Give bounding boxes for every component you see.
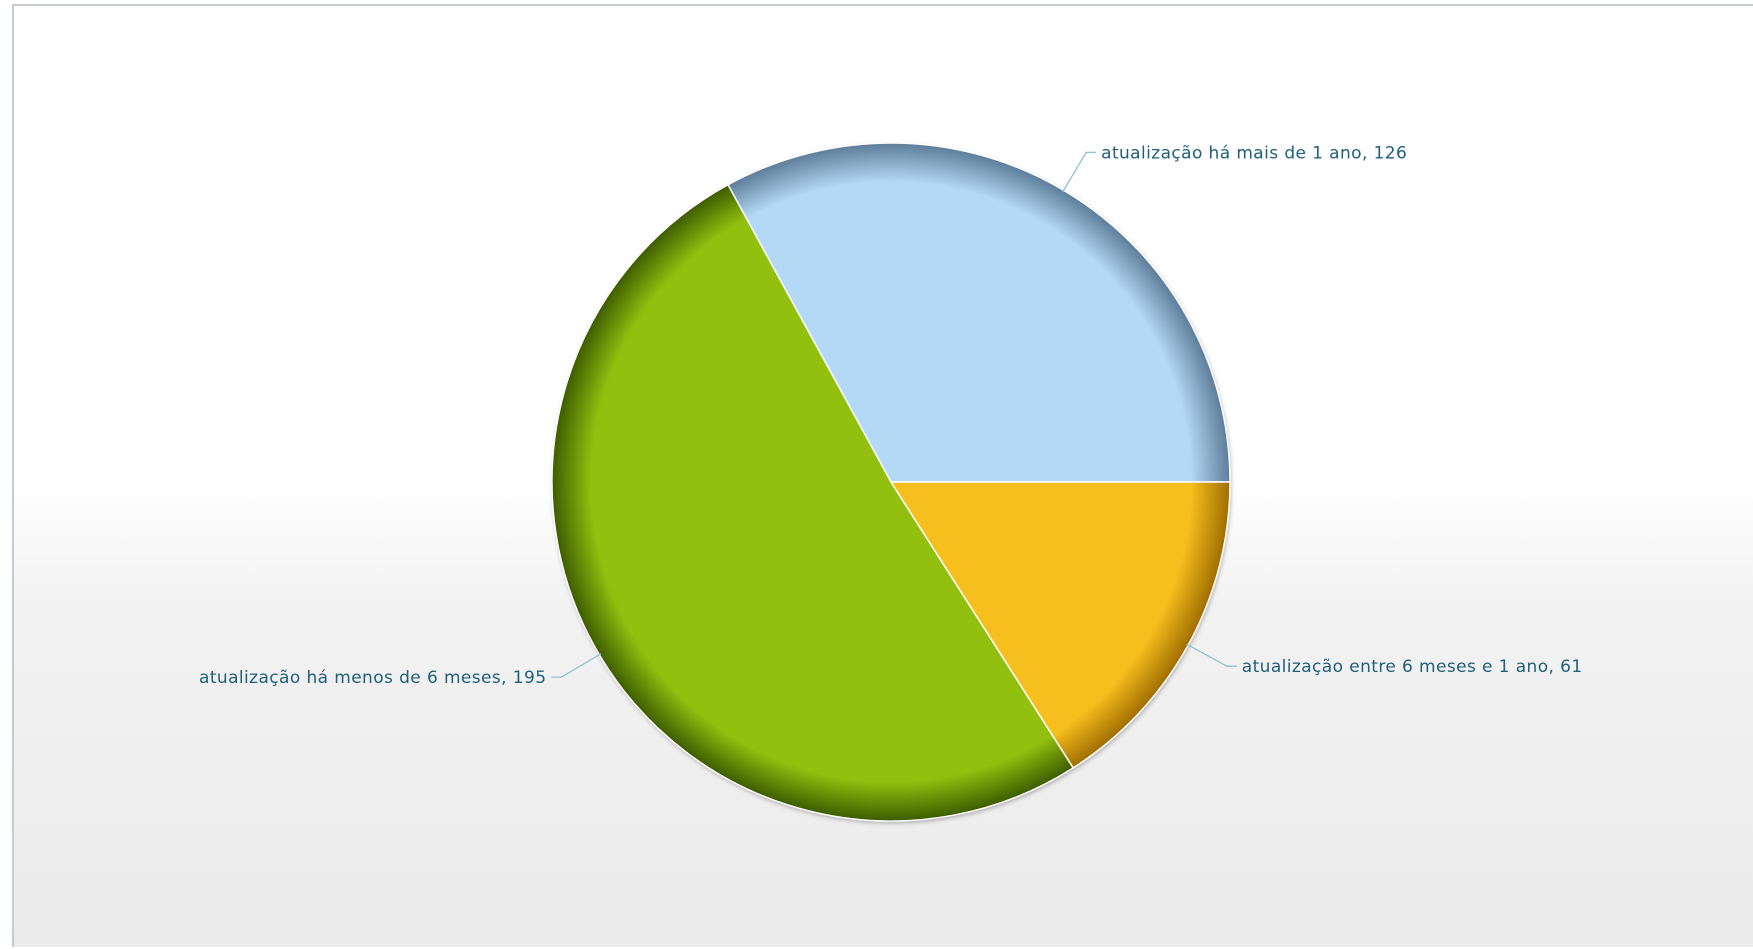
slice-label-atualizacao-ha-menos-de-6-meses: atualização há menos de 6 meses, 195 — [199, 668, 546, 688]
leader-line-atualizacao-ha-menos-de-6-meses — [551, 653, 602, 678]
leader-line-atualizacao-ha-mais-de-1-ano — [1062, 151, 1097, 193]
pie-chart: atualização há mais de 1 ano, 126 atualiz… — [199, 142, 1583, 822]
chart-frame: atualização há mais de 1 ano, 126 atualiz… — [12, 4, 1753, 947]
slice-label-atualizacao-ha-mais-de-1-ano: atualização há mais de 1 ano, 126 — [1101, 143, 1407, 163]
slice-label-atualizacao-entre-6-meses-e-1-ano: atualização entre 6 meses e 1 ano, 61 — [1242, 657, 1583, 677]
leader-line-atualizacao-entre-6-meses-e-1-ano — [1186, 643, 1237, 667]
